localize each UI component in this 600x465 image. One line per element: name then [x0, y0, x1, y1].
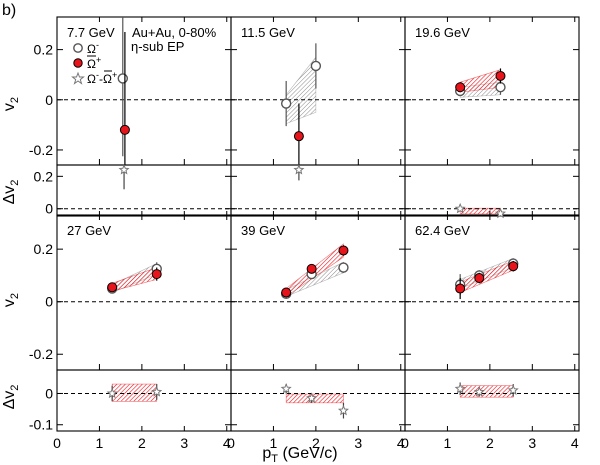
x-axis-title: pT (GeV/c)	[262, 445, 337, 465]
y-tick-label: 0.2	[34, 241, 54, 257]
x-tick-label: 1	[270, 435, 278, 451]
data-markers	[106, 17, 519, 419]
difference-sys-band	[459, 207, 501, 215]
panel-dv2-frame	[404, 164, 580, 217]
legend-marker-antiomega-plus	[73, 58, 83, 68]
omega-minus-point	[338, 262, 349, 273]
panel-v2-frame	[230, 214, 406, 371]
y-tick-label: -0.2	[29, 346, 53, 362]
omega-minus-point	[310, 60, 322, 72]
antiomega-sys-band	[111, 267, 158, 292]
antiomega-plus-point	[495, 70, 506, 81]
antiomega-plus-point	[107, 282, 118, 293]
y-axis-title-v2-bottom: v2	[1, 293, 21, 307]
difference-point	[118, 164, 130, 175]
difference-point	[151, 386, 163, 397]
legend-label-antiomega-plus: Ω+	[87, 55, 101, 71]
difference-point	[293, 164, 305, 175]
difference-point	[454, 202, 466, 214]
antiomega-plus-point	[281, 287, 292, 298]
antiomega-plus-point	[119, 124, 130, 135]
difference-point	[473, 386, 485, 397]
y-tick-label: 0	[45, 201, 53, 217]
x-tick-label: 2	[312, 435, 320, 451]
legend-marker-difference	[71, 71, 85, 85]
y-tick-label: -0.1	[29, 417, 53, 433]
difference-point	[454, 382, 466, 394]
svg-text:v2: v2	[1, 293, 21, 307]
antiomega-plus-point	[338, 245, 349, 256]
panel-v2-frame	[56, 214, 232, 371]
x-tick-label: 3	[354, 435, 362, 451]
annotation-method: η-sub EP	[131, 39, 184, 54]
antiomega-plus-point	[151, 269, 162, 280]
omega-minus-point	[495, 82, 506, 93]
x-tick-label: 3	[528, 435, 536, 451]
difference-point	[494, 207, 507, 219]
x-tick-label: 1	[96, 435, 104, 451]
difference-point	[337, 404, 349, 416]
x-tick-label: 2	[486, 435, 494, 451]
annotation-system: Au+Au, 0-80%	[132, 25, 217, 40]
y-tick-label: 0	[45, 92, 53, 108]
x-tick-label: 4	[223, 435, 231, 451]
x-tick-label: 1	[444, 435, 452, 451]
axis-ticks: 0.20-0.20.200.20-0.20-0.10 1 2 3 40 1 2 3 40 1 2 3 4	[29, 17, 579, 451]
panel-dv2-frame	[404, 369, 580, 432]
y-tick-label: 0	[45, 294, 53, 310]
panel-energy-label: 7.7 GeV	[67, 25, 115, 40]
x-tick-label: 0	[401, 435, 409, 451]
y-axis-title-v2-top: v2	[1, 97, 21, 111]
figure-label: b)	[2, 2, 16, 19]
x-tick-label: 4	[397, 435, 405, 451]
difference-sys-band	[111, 383, 158, 402]
panel-v2-frame	[404, 214, 580, 371]
antiomega-plus-point	[455, 82, 466, 93]
omega-minus-point	[117, 73, 128, 84]
antiomega-plus-point	[474, 273, 485, 284]
svg-text:Δv2: Δv2	[1, 385, 21, 410]
svg-text:Δv2: Δv2	[1, 180, 21, 205]
omega-minus-point	[280, 98, 292, 109]
x-tick-label: 0	[227, 435, 235, 451]
panel-energy-label: 62.4 GeV	[415, 223, 470, 238]
x-tick-label: 3	[180, 435, 188, 451]
antiomega-plus-point	[508, 261, 519, 272]
difference-sys-band	[285, 393, 344, 404]
y-tick-label: 0.2	[34, 168, 54, 184]
panel-energy-label: 27 GeV	[67, 223, 111, 238]
x-tick-label: 0	[53, 435, 61, 451]
antiomega-plus-point	[455, 283, 466, 294]
y-tick-label: -0.2	[29, 142, 53, 158]
antiomega-plus-point	[306, 263, 317, 274]
difference-point	[507, 384, 519, 396]
legend: Ω- Ω+ Ω--Ω+	[71, 40, 117, 86]
panel-labels: 7.7 GeV 11.5 GeV 19.6 GeV 27 GeV 39 GeV 62.4 …	[67, 25, 470, 238]
x-tick-label: 4	[571, 435, 579, 451]
difference-point	[106, 387, 118, 399]
difference-point	[306, 392, 318, 403]
legend-label-difference: Ω--Ω+	[87, 70, 117, 86]
y-axis-title-dv2-bottom: Δv2	[1, 385, 21, 410]
panel-energy-label: 19.6 GeV	[415, 25, 470, 40]
x-tick-label: 2	[138, 435, 146, 451]
legend-marker-omega-minus	[73, 43, 83, 53]
y-tick-label: 0.2	[34, 42, 54, 58]
svg-text:v2: v2	[1, 97, 21, 111]
antiomega-plus-point	[293, 131, 304, 142]
panel-energy-label: 11.5 GeV	[241, 25, 295, 40]
difference-sys-band	[459, 385, 514, 398]
zero-lines	[57, 99, 579, 394]
difference-point	[280, 382, 292, 394]
panel-energy-label: 39 GeV	[241, 223, 285, 238]
y-tick-label: 0	[45, 385, 53, 401]
panel-frames	[56, 16, 580, 432]
legend-label-omega-minus: Ω-	[87, 40, 99, 56]
y-axis-title-dv2-top: Δv2	[1, 180, 21, 205]
